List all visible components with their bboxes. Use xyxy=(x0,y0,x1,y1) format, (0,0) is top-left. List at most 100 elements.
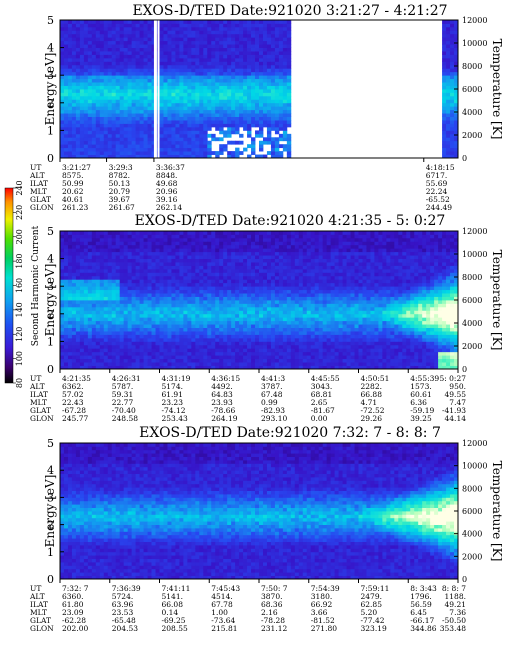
heatmap-cell xyxy=(211,296,216,301)
heatmap-cell xyxy=(99,95,105,100)
heatmap-cell xyxy=(274,40,280,45)
heatmap-cell xyxy=(60,147,65,152)
heatmap-cell xyxy=(155,362,160,366)
data-gap xyxy=(157,20,160,158)
heatmap-cell xyxy=(79,289,85,294)
heatmap-cell xyxy=(286,120,292,124)
orbit-value: 3:36:37 xyxy=(156,163,185,172)
heatmap-cell xyxy=(454,140,459,145)
heatmap-cell xyxy=(294,241,300,246)
heatmap-cell xyxy=(171,109,176,114)
heatmap-cell xyxy=(103,306,109,311)
heatmap-cell xyxy=(231,313,236,318)
heatmap-cell xyxy=(294,358,300,363)
heatmap-cell xyxy=(91,334,97,339)
heatmap-cell xyxy=(247,362,252,366)
heatmap-cell xyxy=(143,334,148,339)
heatmap-cell xyxy=(159,262,164,266)
heatmap-cell xyxy=(79,133,85,138)
heatmap-cell xyxy=(143,123,148,128)
heatmap-cell xyxy=(119,126,125,131)
heatmap-cell xyxy=(191,303,196,308)
heatmap-cell xyxy=(91,140,97,145)
heatmap-cell xyxy=(123,85,129,90)
heatmap-cell xyxy=(167,275,172,280)
heatmap-cell xyxy=(139,33,144,38)
heatmap-cell xyxy=(79,33,85,38)
heatmap-cell xyxy=(266,324,272,328)
heatmap-cell xyxy=(171,37,176,42)
heatmap-cell xyxy=(243,237,248,242)
heatmap-cell xyxy=(123,82,129,86)
heatmap-cell xyxy=(270,289,276,294)
heatmap-cell xyxy=(302,293,308,297)
heatmap-cell xyxy=(71,275,77,280)
heatmap-cell xyxy=(231,116,236,121)
heatmap-cell xyxy=(183,331,188,335)
heatmap-cell xyxy=(99,144,105,149)
heatmap-cell xyxy=(191,272,196,277)
heatmap-cell xyxy=(191,151,196,155)
heatmap-cell xyxy=(227,275,232,280)
heatmap-cell xyxy=(95,334,101,339)
heatmap-cell xyxy=(306,303,312,308)
heatmap-cell xyxy=(203,116,208,121)
heatmap-cell xyxy=(207,327,212,332)
heatmap-cell xyxy=(123,279,129,284)
heatmap-cell xyxy=(179,147,184,152)
heatmap-cell xyxy=(219,20,224,24)
heatmap-cell xyxy=(75,351,81,356)
heatmap-cell xyxy=(63,251,69,256)
heatmap-cell xyxy=(235,40,240,45)
heatmap-cell xyxy=(79,30,85,35)
heatmap-cell xyxy=(223,26,228,31)
heatmap-cell xyxy=(274,241,280,246)
heatmap-cell xyxy=(87,40,93,45)
heatmap-cell xyxy=(131,68,137,73)
heatmap-cell xyxy=(239,64,244,69)
heatmap-cell xyxy=(147,355,152,360)
heatmap-cell xyxy=(298,234,304,239)
heatmap-cell xyxy=(167,344,172,349)
heatmap-cell xyxy=(123,365,129,370)
heatmap-cell xyxy=(131,92,137,97)
heatmap-cell xyxy=(79,106,85,111)
heatmap-cell xyxy=(123,313,129,318)
heatmap-cell xyxy=(179,300,184,304)
heatmap-cell xyxy=(223,64,228,69)
heatmap-cell xyxy=(187,300,192,304)
heatmap-cell xyxy=(115,286,121,291)
heatmap-cell xyxy=(207,231,212,235)
heatmap-cell xyxy=(135,289,140,294)
heatmap-cell xyxy=(171,23,176,28)
heatmap-cell xyxy=(183,355,188,360)
heatmap-cell xyxy=(195,331,200,335)
heatmap-cell xyxy=(87,317,93,322)
heatmap-cell xyxy=(251,109,256,114)
heatmap-cell xyxy=(227,303,232,308)
heatmap-cell xyxy=(266,348,272,353)
heatmap-cell xyxy=(243,344,248,349)
heatmap-cell xyxy=(286,85,292,90)
heatmap-cell xyxy=(139,306,144,311)
heatmap-cell xyxy=(131,251,137,256)
heatmap-cell xyxy=(83,296,89,301)
heatmap-cell xyxy=(103,362,109,366)
heatmap-cell xyxy=(179,268,184,273)
heatmap-cell xyxy=(147,33,152,38)
heatmap-cell xyxy=(131,151,137,155)
heatmap-cell xyxy=(175,54,180,59)
heatmap-cell xyxy=(270,348,276,353)
heatmap-cell xyxy=(63,37,69,42)
heatmap-cell xyxy=(131,44,137,48)
heatmap-cell xyxy=(215,303,220,308)
heatmap-cell xyxy=(282,306,288,311)
heatmap-cell xyxy=(255,337,260,342)
heatmap-cell xyxy=(243,341,248,346)
heatmap-cell xyxy=(191,296,196,301)
heatmap-cell xyxy=(175,57,180,62)
heatmap-cell xyxy=(266,151,272,155)
heatmap-cell xyxy=(79,241,85,246)
heatmap-cell xyxy=(107,293,113,297)
heatmap-cell xyxy=(235,44,240,48)
